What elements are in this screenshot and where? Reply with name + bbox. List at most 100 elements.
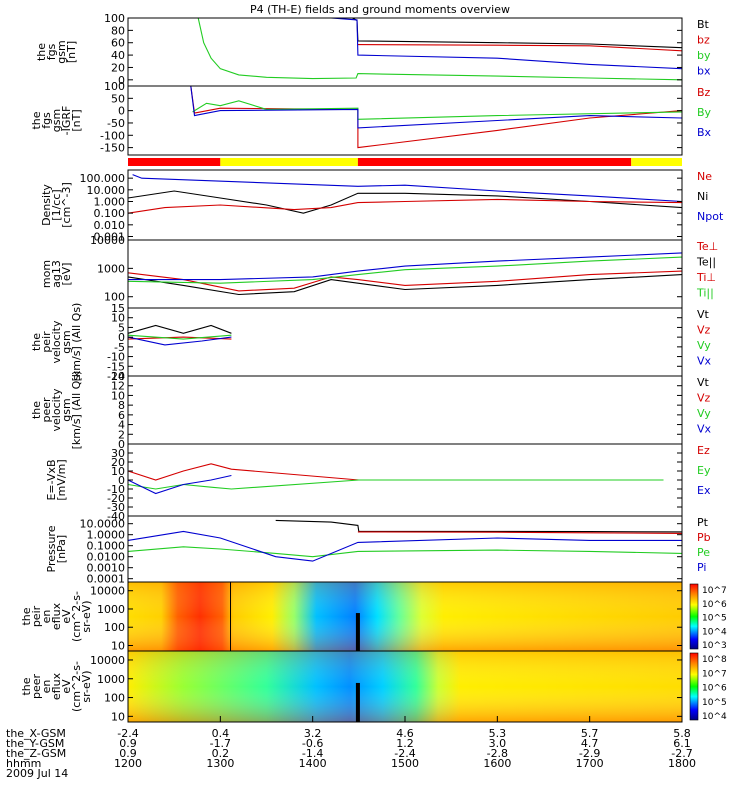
y-axis-label: ag13: [50, 260, 63, 288]
series-line-Pt: [275, 519, 683, 533]
y-tick-label: -5: [114, 341, 125, 354]
x-value-the_Y-GSM: -0.6: [302, 737, 323, 750]
series-line-Ni: [127, 190, 683, 214]
y-tick-label: 4: [118, 419, 125, 432]
y-tick-label: 0.001: [94, 230, 126, 243]
y-axis-label: the: [20, 607, 33, 625]
legend-entry: Ey: [697, 464, 711, 477]
x-value-hhmm: 1700: [576, 757, 604, 770]
panel-frame: [127, 85, 683, 156]
y-tick-label: 100: [104, 80, 125, 93]
y-tick-label: 0: [118, 105, 125, 118]
y-axis-label: eV: [60, 609, 73, 624]
panel-9: 10^7 10^6 10^5 10^4 10^3 10000 1000 100 10 thepei…: [20, 581, 727, 653]
y-axis-label: en: [40, 610, 53, 624]
y-axis-label: [km/s] (All Qs): [70, 303, 83, 382]
y-tick-label: 0: [118, 331, 125, 344]
y-axis-label: [eV]: [60, 263, 73, 286]
colorbar: [689, 583, 699, 650]
y-tick-label: 0.0010: [87, 562, 126, 575]
legend-entry: Vt: [697, 376, 710, 389]
y-axis-label: the: [30, 111, 43, 129]
y-axis-label: peir: [40, 331, 53, 353]
y-tick-label: -50: [107, 117, 125, 130]
date-label: 2009 Jul 14: [6, 767, 68, 780]
y-tick-label: 0.0100: [87, 551, 126, 564]
legend-entry: Vx: [697, 355, 712, 368]
x-value-the_Z-GSM: 0.2: [212, 747, 230, 760]
series-line-Ez: [127, 463, 664, 481]
series-line-Bt: [352, 17, 683, 49]
legend-entry: Ez: [697, 444, 710, 457]
y-tick-label: 100: [104, 291, 125, 304]
data-gap-mark: [355, 682, 360, 722]
y-tick-label: 10: [111, 389, 125, 402]
legend-entry: Te⊥: [696, 240, 718, 253]
y-tick-label: 0.1000: [87, 540, 126, 553]
x-value-the_Y-GSM: 0.9: [119, 737, 137, 750]
legend-entry: Ni: [697, 190, 708, 203]
series-line-bz: [357, 44, 683, 52]
mode-segment-3: [631, 158, 682, 166]
x-value-the_X-GSM: 3.2: [304, 727, 322, 740]
data-gap-mark: [355, 613, 360, 651]
x-value-the_X-GSM: 0.4: [212, 727, 230, 740]
mode-segment-2: [357, 158, 632, 166]
y-tick-label: -30: [107, 501, 125, 514]
series-line-Vx: [127, 336, 232, 346]
colorbar: [689, 652, 699, 721]
y-tick-label: 0.010: [94, 219, 126, 232]
y-axis-label: peer: [30, 674, 43, 700]
x-value-the_X-GSM: -2.4: [117, 727, 138, 740]
colorbar-tick-label: 10^4: [702, 712, 727, 722]
y-tick-label: 2: [118, 428, 125, 441]
y-axis-label: [nPa]: [55, 535, 68, 563]
x-value-hhmm: 1800: [668, 757, 696, 770]
colorbar-tick-label: 10^7: [702, 669, 727, 679]
y-axis-label: [1/cc]: [50, 189, 63, 220]
mode-segment-0: [128, 158, 221, 166]
x-value-the_X-GSM: 5.3: [489, 727, 507, 740]
colorbar-tick-label: 10^6: [702, 684, 727, 694]
y-tick-label: 1000: [97, 262, 125, 275]
panel-frame: [127, 375, 683, 445]
x-value-the_Z-GSM: -2.7: [671, 747, 692, 760]
series-line-Vt: [127, 324, 232, 334]
y-tick-label: 80: [111, 24, 125, 37]
y-axis-label: [nT]: [65, 41, 78, 63]
y-tick-label: 10000: [90, 585, 125, 598]
legend-entry: Pt: [697, 516, 709, 529]
x-value-the_Y-GSM: -1.7: [210, 737, 231, 750]
series-line-Pe: [127, 546, 683, 558]
y-tick-label: -10: [107, 483, 125, 496]
y-axis-label: eflux: [50, 672, 63, 700]
x-value-hhmm: 1400: [299, 757, 327, 770]
y-tick-label: 1.0000: [87, 529, 126, 542]
y-axis-label: eV: [60, 679, 73, 694]
y-tick-label: 0: [118, 438, 125, 451]
plot-title: P4 (TH-E) fields and ground moments over…: [250, 3, 510, 16]
legend-entry: By: [697, 106, 712, 119]
y-tick-label: 0: [118, 474, 125, 487]
colorbar-tick-label: 10^3: [702, 641, 727, 651]
legend-entry: Bx: [697, 126, 712, 139]
spectrogram-shading: [128, 651, 682, 722]
legend-entry: Pi: [697, 561, 706, 574]
x-value-the_X-GSM: 5.8: [673, 727, 691, 740]
series-line-Ti||: [127, 256, 683, 284]
y-tick-label: -20: [107, 492, 125, 505]
y-tick-label: 12: [111, 380, 125, 393]
y-axis-label: gsm: [55, 40, 68, 63]
series-line-By: [192, 100, 683, 120]
y-tick-label: 40: [111, 49, 125, 62]
y-axis-label: the: [30, 401, 43, 419]
series-line-Te||: [127, 274, 683, 296]
y-axis-label: fgs: [45, 43, 58, 60]
legend-entry: Pe: [697, 546, 710, 559]
y-axis-label: gsm: [50, 109, 63, 132]
y-tick-label: 60: [111, 37, 125, 50]
legend-entry: Bt: [697, 18, 710, 31]
y-tick-label: 15: [111, 302, 125, 315]
y-tick-label: 50: [111, 92, 125, 105]
legend-entry: Pb: [697, 531, 711, 544]
